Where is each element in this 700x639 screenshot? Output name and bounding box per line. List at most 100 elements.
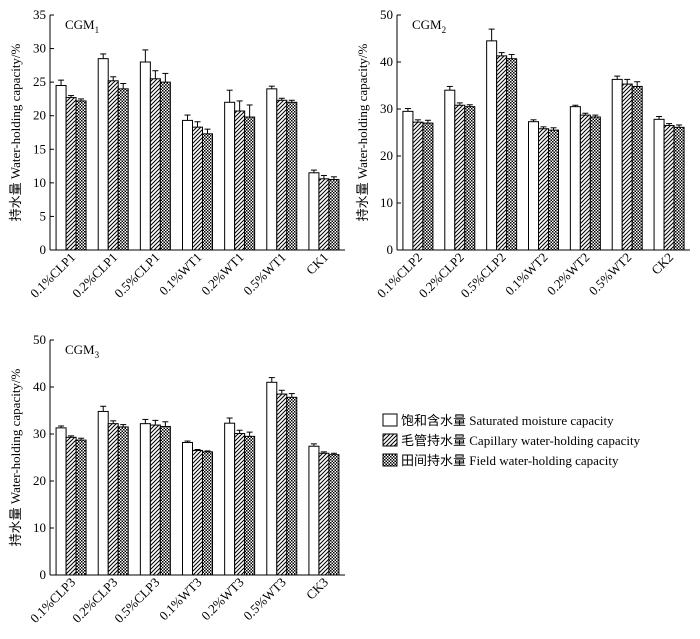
bar-field xyxy=(244,435,256,576)
bar-field xyxy=(631,85,643,251)
bar-capillary xyxy=(192,449,203,576)
bar-capillary xyxy=(65,97,77,251)
bar-capillary xyxy=(65,436,77,576)
legend-label-capillary: 毛管持水量 Capillary water-holding capacity xyxy=(401,433,641,448)
category-label: 0.1%WT3 xyxy=(156,575,205,624)
bar-saturated xyxy=(224,422,236,576)
category-label: 0.2%CLP1 xyxy=(69,250,120,301)
chart-panel-2: 0 10 20 30 40 50 持水量 Water-holding capacity/% C… xyxy=(355,7,690,301)
bar-field xyxy=(286,396,298,576)
category-label: 0.5%WT3 xyxy=(240,575,289,624)
bar-capillary xyxy=(276,393,288,576)
y-tick-label: 10 xyxy=(380,195,393,210)
y-tick-label: 30 xyxy=(33,41,46,56)
bar-saturated xyxy=(653,118,665,251)
bar-field xyxy=(75,100,87,251)
y-tick-label: 20 xyxy=(33,108,46,123)
y-axis-label: 持水量 Water-holding capacity/% xyxy=(355,43,370,221)
bar-saturated xyxy=(569,106,581,251)
category-label: CK3 xyxy=(303,575,331,603)
bar-saturated xyxy=(402,110,414,251)
panel-title-main: CGM xyxy=(65,342,95,357)
panel-title-main: CGM xyxy=(412,17,442,32)
y-tick-label: 40 xyxy=(33,379,46,394)
bar-field xyxy=(328,454,340,576)
panel-title: CGM3 xyxy=(65,342,100,360)
category-label: 0.1%CLP3 xyxy=(27,575,78,626)
bar-saturated xyxy=(182,441,193,576)
bar-saturated xyxy=(139,61,151,251)
bar-saturated xyxy=(528,121,539,251)
y-tick-label: 50 xyxy=(33,332,46,347)
bar-saturated xyxy=(308,172,320,251)
legend: 饱和含水量 Saturated moisture capacity 毛管持水量 … xyxy=(382,413,641,468)
panel-title-subscript: 1 xyxy=(95,25,100,35)
category-label: CK1 xyxy=(303,250,331,278)
bar-saturated xyxy=(611,78,623,251)
bar-field xyxy=(159,81,171,251)
bar-capillary xyxy=(318,452,330,576)
y-axis-label: 持水量 Water-holding capacity/% xyxy=(8,43,23,221)
legend-label-field: 田间持水量 Field water-holding capacity xyxy=(401,453,619,468)
chart-panel-3: 0 10 20 30 40 50 持水量 Water-holding capacity/% C… xyxy=(8,332,345,626)
bar-capillary xyxy=(192,126,203,251)
bar-field xyxy=(673,126,685,251)
bar-field xyxy=(117,88,129,251)
legend-swatch-capillary xyxy=(382,433,398,447)
bar-saturated xyxy=(55,427,67,576)
y-tick-label: 25 xyxy=(33,74,46,89)
category-label: 0.2%WT2 xyxy=(544,250,593,299)
chart-panel-1: 0 5 10 15 20 25 30 35 持水量 Water-holding capacity… xyxy=(8,7,345,301)
bar-saturated xyxy=(224,101,236,251)
category-label: 0.1%CLP1 xyxy=(27,250,78,301)
y-tick-label: 30 xyxy=(380,101,393,116)
bar-capillary xyxy=(149,424,161,576)
panel-title-subscript: 2 xyxy=(442,25,447,35)
bar-capillary xyxy=(538,128,549,251)
bar-field xyxy=(286,101,298,251)
category-label: 0.5%WT1 xyxy=(240,250,289,299)
panel-title-subscript: 3 xyxy=(95,350,100,360)
y-tick-label: 30 xyxy=(33,426,46,441)
bar-field xyxy=(506,58,518,251)
legend-label-saturated: 饱和含水量 Saturated moisture capacity xyxy=(401,413,614,428)
category-label: 0.1%WT1 xyxy=(156,250,205,299)
category-label: 0.2%WT1 xyxy=(198,250,247,299)
legend-swatch-saturated xyxy=(382,413,398,427)
bar-capillary xyxy=(579,114,591,251)
bar-saturated xyxy=(182,119,193,251)
bar-field xyxy=(75,439,87,576)
y-tick-label: 35 xyxy=(33,7,46,22)
bar-saturated xyxy=(97,410,109,576)
bar-saturated xyxy=(55,85,67,251)
bar-field xyxy=(117,426,129,576)
y-tick-label: 20 xyxy=(380,148,393,163)
panel-title: CGM1 xyxy=(65,17,99,35)
bar-capillary xyxy=(454,104,466,251)
y-tick-label: 0 xyxy=(40,567,47,582)
category-label: 0.2%WT3 xyxy=(198,575,247,624)
y-tick-label: 10 xyxy=(33,175,46,190)
category-label: 0.5%CLP1 xyxy=(111,250,162,301)
category-label: 0.5%CLP2 xyxy=(458,250,509,301)
bar-capillary xyxy=(276,99,288,251)
y-tick-label: 5 xyxy=(40,208,47,223)
y-tick-label: 10 xyxy=(33,520,46,535)
bar-field xyxy=(159,425,171,576)
bar-capillary xyxy=(107,423,119,576)
y-tick-label: 40 xyxy=(380,54,393,69)
bar-saturated xyxy=(308,445,320,576)
bar-capillary xyxy=(496,55,508,251)
bar-capillary xyxy=(149,78,161,251)
y-tick-label: 15 xyxy=(33,141,46,156)
bar-saturated xyxy=(266,381,278,576)
bar-capillary xyxy=(318,178,330,251)
category-label: 0.5%WT2 xyxy=(586,250,635,299)
bar-saturated xyxy=(266,88,278,251)
y-axis-label: 持水量 Water-holding capacity/% xyxy=(8,368,23,546)
bar-field xyxy=(422,122,434,251)
y-tick-label: 0 xyxy=(387,242,394,257)
category-label: 0.1%WT2 xyxy=(502,250,551,299)
bar-field xyxy=(589,116,601,251)
